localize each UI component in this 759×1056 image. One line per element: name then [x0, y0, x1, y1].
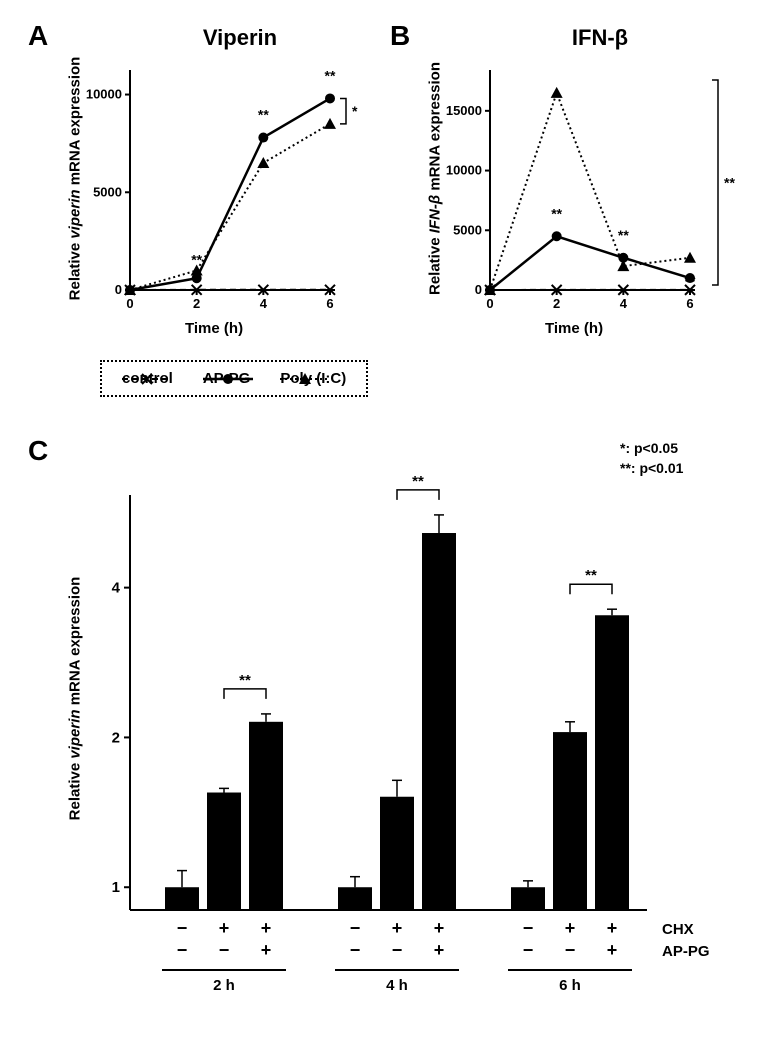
legend-item-appg: AP-PG — [203, 370, 251, 387]
svg-text:6 h: 6 h — [559, 977, 581, 994]
svg-text:4: 4 — [260, 296, 268, 311]
svg-text:−: − — [523, 940, 534, 960]
svg-text:+: + — [261, 918, 272, 938]
panel-a-ylabel: Relative viperin mRNA expression — [67, 54, 84, 304]
svg-text:**: ** — [618, 227, 629, 243]
panel-b-xlabel: Time (h) — [545, 320, 603, 337]
legend-box: control AP-PG Poly (I:C) — [100, 360, 368, 397]
svg-text:5000: 5000 — [93, 184, 122, 199]
svg-text:2 h: 2 h — [213, 977, 235, 994]
svg-text:**: ** — [685, 273, 696, 289]
panel-b-ylabel: Relative IFN-β mRNA expression — [427, 54, 444, 304]
svg-text:+: + — [565, 918, 576, 938]
svg-text:+: + — [434, 940, 445, 960]
svg-text:CHX: CHX — [662, 921, 694, 938]
svg-text:−: − — [392, 940, 403, 960]
svg-text:−: − — [565, 940, 576, 960]
svg-text:−: − — [177, 940, 188, 960]
svg-text:**: ** — [258, 107, 269, 123]
svg-text:2: 2 — [553, 296, 560, 311]
svg-text:*: * — [352, 103, 358, 119]
panel-c-ylabel: Relative viperin mRNA expression — [67, 569, 84, 829]
svg-text:0: 0 — [115, 282, 122, 297]
svg-text:2: 2 — [193, 296, 200, 311]
panel-a-chart: 05000100000246******* — [60, 50, 360, 330]
svg-text:15000: 15000 — [446, 103, 482, 118]
svg-text:+: + — [392, 918, 403, 938]
svg-text:4: 4 — [620, 296, 628, 311]
svg-text:+: + — [219, 918, 230, 938]
svg-text:−: − — [177, 918, 188, 938]
svg-text:0: 0 — [475, 282, 482, 297]
svg-text:−: − — [523, 918, 534, 938]
svg-text:6: 6 — [686, 296, 693, 311]
svg-text:−: − — [219, 940, 230, 960]
panel-a-xlabel: Time (h) — [185, 320, 243, 337]
svg-text:**: ** — [585, 567, 597, 584]
svg-text:**: ** — [239, 672, 251, 689]
panel-c-label: C — [28, 435, 48, 467]
panel-b-title: IFN-β — [520, 25, 680, 51]
panel-b-label: B — [390, 20, 410, 52]
svg-text:−: − — [350, 940, 361, 960]
svg-text:+: + — [434, 918, 445, 938]
panel-a-label: A — [28, 20, 48, 52]
svg-text:5000: 5000 — [453, 222, 482, 237]
panel-c-chart: 124**2 h**4 h**6 hCHX−++−++−++AP-PG−−+−−… — [70, 470, 710, 1030]
svg-text:1: 1 — [112, 879, 120, 896]
svg-text:2: 2 — [112, 729, 120, 746]
svg-text:−: − — [350, 918, 361, 938]
legend-item-polyic: Poly (I:C) — [280, 370, 346, 387]
svg-text:4: 4 — [112, 580, 121, 597]
legend-item-control: control — [122, 370, 173, 387]
svg-text:10000: 10000 — [446, 163, 482, 178]
panel-b-chart: 0 5000 10000 15000 0 2 4 6 ** ** ** ** — [420, 50, 740, 330]
svg-text:+: + — [607, 918, 618, 938]
svg-text:6: 6 — [326, 296, 333, 311]
svg-text:**: ** — [191, 251, 202, 267]
svg-text:**: ** — [412, 473, 424, 490]
svg-text:4 h: 4 h — [386, 977, 408, 994]
svg-text:AP-PG: AP-PG — [662, 943, 710, 960]
svg-text:0: 0 — [126, 296, 133, 311]
svg-text:**: ** — [724, 175, 735, 191]
svg-text:10000: 10000 — [86, 87, 122, 102]
svg-text:**: ** — [551, 205, 562, 221]
panel-a-title: Viperin — [160, 25, 320, 51]
svg-text:+: + — [261, 940, 272, 960]
pvalue-legend-1: *: p<0.05 — [620, 440, 678, 456]
svg-text:**: ** — [325, 67, 336, 83]
svg-text:0: 0 — [486, 296, 493, 311]
svg-text:+: + — [607, 940, 618, 960]
figure: A Viperin 05000100000246******* Relative… — [20, 20, 739, 1036]
